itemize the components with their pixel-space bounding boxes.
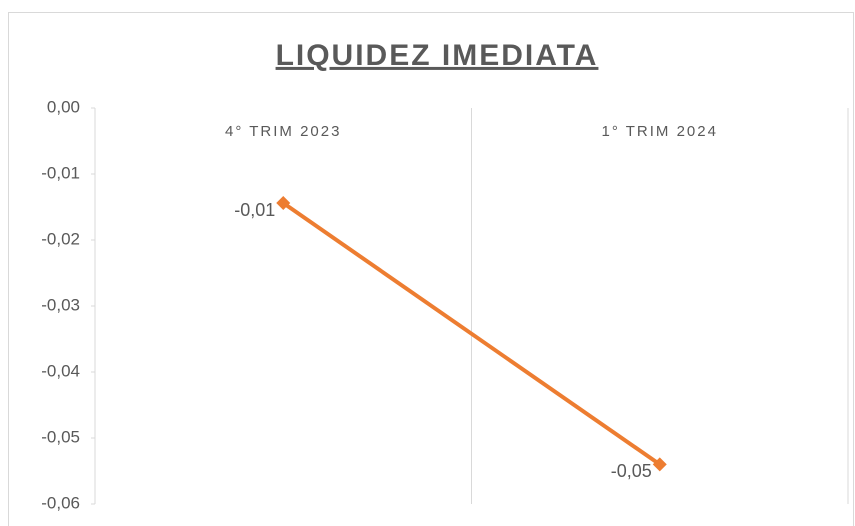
y-tick-label: -0,01 xyxy=(41,163,80,182)
y-tick-label: -0,06 xyxy=(41,493,80,512)
y-tick-label: 0,00 xyxy=(47,97,80,116)
chart-border xyxy=(8,12,854,526)
y-tick-label: -0,03 xyxy=(41,295,80,314)
x-tick-label: 1° TRIM 2024 xyxy=(602,123,718,140)
data-label: -0,01 xyxy=(234,200,275,220)
y-tick-label: -0,02 xyxy=(41,229,80,248)
y-tick-label: -0,05 xyxy=(41,427,80,446)
data-label: -0,05 xyxy=(611,461,652,481)
y-tick-label: -0,04 xyxy=(41,361,80,380)
chart-title: LIQUIDEZ IMEDIATA xyxy=(276,39,599,72)
marker xyxy=(652,457,667,472)
line xyxy=(282,201,661,467)
marker xyxy=(276,196,291,211)
x-tick-label: 4° TRIM 2023 xyxy=(225,123,341,140)
